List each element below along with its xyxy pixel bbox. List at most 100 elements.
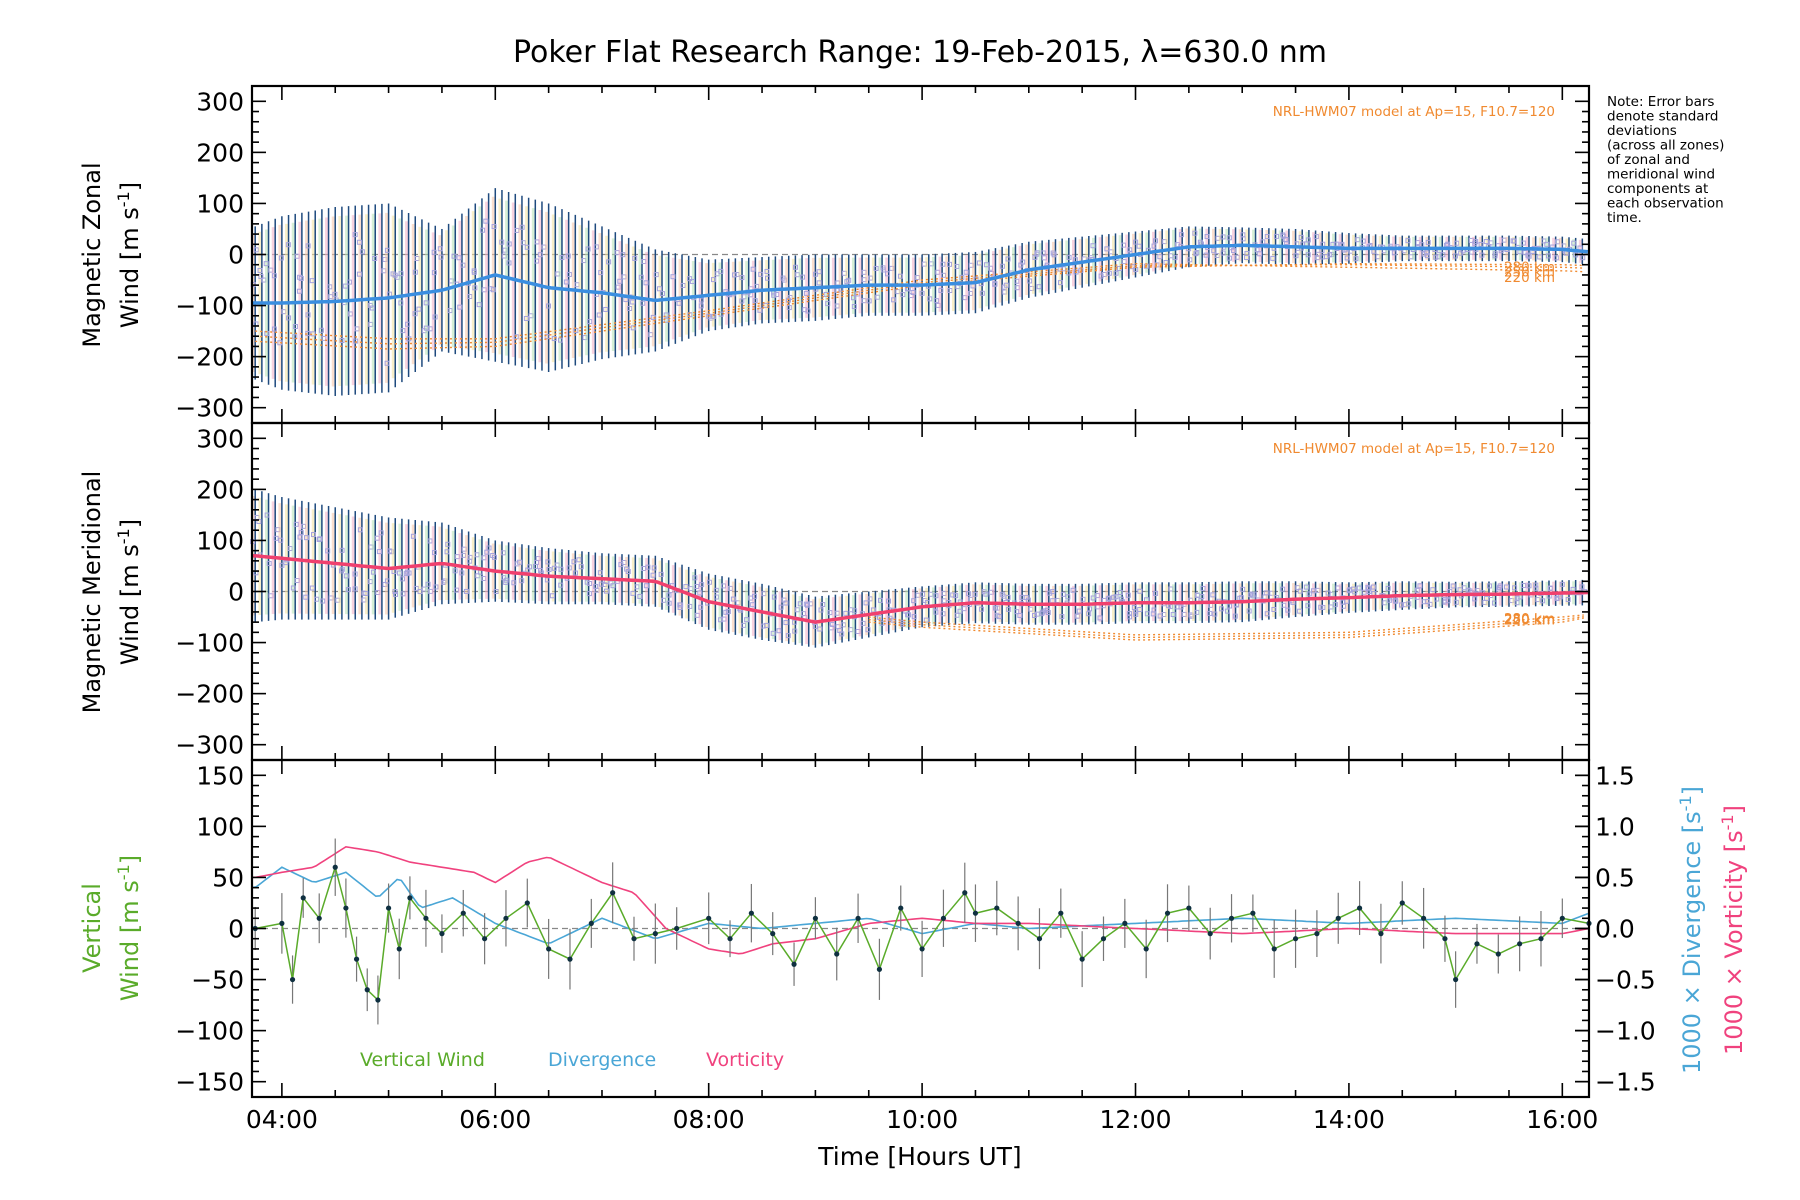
- zone-sample: [678, 602, 684, 608]
- model-curve: [255, 262, 1584, 340]
- zone-sample: [1170, 612, 1176, 618]
- vertical-wind-point: [855, 915, 861, 921]
- zone-sample: [1571, 240, 1577, 246]
- zone-sample: [873, 265, 879, 271]
- zone-sample: [1227, 603, 1233, 609]
- zone-sample: [1305, 603, 1311, 609]
- zone-sample: [1393, 597, 1399, 603]
- zone-sample: [303, 535, 309, 541]
- zone-sample: [1207, 610, 1213, 616]
- zone-sample: [1240, 232, 1246, 238]
- zone-sample: [1370, 584, 1376, 590]
- zone-sample: [1086, 606, 1092, 612]
- zone-sample: [923, 617, 929, 623]
- zone-sample: [1239, 595, 1245, 601]
- zone-sample: [1344, 255, 1350, 261]
- zone-sample: [627, 305, 633, 311]
- zone-sample: [1197, 239, 1203, 245]
- zone-sample: [452, 568, 458, 574]
- zone-sample: [1445, 598, 1451, 604]
- zone-sample: [792, 619, 798, 625]
- vertical-wind-point: [524, 900, 530, 906]
- zone-sample: [940, 611, 946, 617]
- zone-sample: [863, 600, 869, 606]
- zone-sample: [271, 326, 277, 332]
- zone-sample: [392, 589, 398, 595]
- zone-sample: [630, 325, 636, 331]
- note-line: meridional wind: [1607, 167, 1715, 183]
- zone-sample: [1263, 590, 1269, 596]
- zone-sample: [778, 604, 784, 610]
- zone-sample: [658, 571, 664, 577]
- vertical-wind-point: [396, 946, 402, 952]
- zone-sample: [459, 570, 465, 576]
- zone-sample: [1244, 251, 1250, 257]
- zone-sample: [1157, 613, 1163, 619]
- zone-sample: [1179, 232, 1185, 238]
- zone-sample: [593, 244, 599, 250]
- y-tick-label: 0: [228, 578, 244, 607]
- zone-sample: [390, 271, 396, 277]
- zone-sample: [523, 315, 529, 321]
- zone-sample: [885, 271, 891, 277]
- zone-sample: [1157, 254, 1163, 260]
- zone-sample: [1520, 240, 1526, 246]
- model-height-label: 280 km: [1504, 260, 1555, 276]
- zone-sample: [317, 536, 323, 542]
- zone-sample: [1080, 596, 1086, 602]
- zone-sample: [586, 591, 592, 597]
- vertical-y-ticks: −150 −100 −50 0 50 100 150: [175, 760, 1589, 1097]
- zone-sample: [1118, 596, 1124, 602]
- vertical-wind-point: [439, 931, 445, 937]
- vertical-wind-point: [898, 905, 904, 911]
- zone-sample: [1240, 586, 1246, 592]
- zone-sample: [343, 283, 349, 289]
- zone-sample: [805, 308, 811, 314]
- zone-sample: [1486, 583, 1492, 589]
- zonal-data-layer: [250, 188, 1589, 396]
- vorticity-ylabel-main: 1000 × Vorticity [s: [1720, 830, 1748, 1055]
- y-tick-label: 300: [196, 424, 244, 453]
- zone-sample: [285, 242, 291, 248]
- zone-sample: [812, 623, 818, 629]
- zone-sample: [744, 617, 750, 623]
- zone-sample: [919, 290, 925, 296]
- vertical-wind-point: [727, 936, 733, 942]
- zone-sample: [431, 270, 437, 276]
- vertical-wind-point: [1517, 941, 1523, 947]
- zone-sample: [640, 300, 646, 306]
- y-tick-label: 0: [228, 241, 244, 270]
- vertical-data-layer: [251, 838, 1592, 1025]
- zone-sample: [309, 585, 315, 591]
- zone-sample: [384, 247, 390, 253]
- zone-sample: [1391, 250, 1397, 256]
- zone-sample: [763, 622, 769, 628]
- zone-sample: [852, 608, 858, 614]
- note-line: time.: [1607, 210, 1642, 226]
- zone-sample: [339, 547, 345, 553]
- vertical-wind-point: [1421, 915, 1427, 921]
- vertical-wind-point: [1559, 915, 1565, 921]
- zone-sample: [680, 282, 686, 288]
- zone-sample: [850, 295, 856, 301]
- zone-sample: [785, 633, 791, 639]
- zone-sample: [718, 617, 724, 623]
- vertical-wind-point: [1250, 910, 1256, 916]
- zone-sample: [1305, 252, 1311, 258]
- zone-sample: [1285, 607, 1291, 613]
- vertical-wind-point: [407, 895, 413, 901]
- zone-sample: [1565, 597, 1571, 603]
- meridional-model-label: NRL-HWM07 model at Ap=15, F10.7=120: [1273, 441, 1555, 457]
- zone-sample: [797, 601, 803, 607]
- zone-sample: [598, 270, 604, 276]
- zone-sample: [1525, 252, 1531, 258]
- zone-sample: [792, 628, 798, 634]
- zonal-ylabel: Magnetic Zonal Wind [m s-1]: [78, 162, 144, 347]
- zone-sample: [1497, 583, 1503, 589]
- zone-sample: [1484, 595, 1490, 601]
- zone-sample: [283, 560, 289, 566]
- vertical-wind-point: [546, 946, 552, 952]
- zone-sample: [659, 291, 665, 297]
